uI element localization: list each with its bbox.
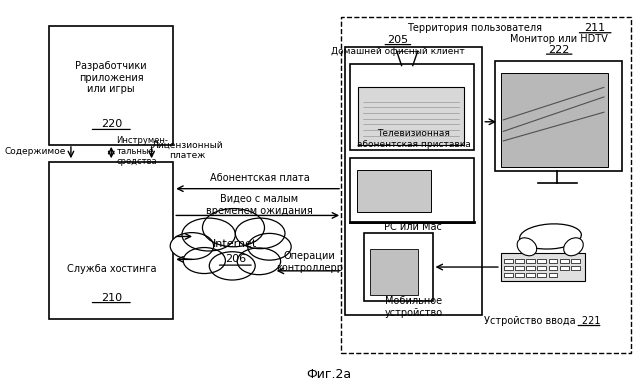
- Text: Операции
контроллерр: Операции контроллерр: [276, 251, 343, 273]
- Bar: [526, 273, 535, 276]
- Text: РС или Mac: РС или Mac: [385, 222, 442, 232]
- Text: Фиг.2а: Фиг.2а: [306, 368, 351, 380]
- Text: Территория пользователя: Территория пользователя: [406, 23, 541, 33]
- Text: Монитор или HDTV: Монитор или HDTV: [510, 34, 608, 44]
- Bar: [357, 169, 431, 212]
- Bar: [526, 266, 535, 270]
- Bar: [538, 259, 546, 263]
- Bar: [504, 266, 513, 270]
- Bar: [504, 259, 513, 263]
- Text: 210: 210: [100, 293, 122, 303]
- Text: Видео с малым
временем ожидания: Видео с малым временем ожидания: [205, 194, 312, 216]
- Text: Телевизионная
абонентская приставка: Телевизионная абонентская приставка: [356, 129, 470, 149]
- Bar: [350, 64, 474, 151]
- Text: Содержимое: Содержимое: [5, 147, 67, 156]
- Bar: [538, 266, 546, 270]
- Text: Абонентская плата: Абонентская плата: [211, 173, 310, 183]
- Circle shape: [170, 233, 214, 259]
- Bar: [571, 259, 580, 263]
- Bar: [560, 266, 568, 270]
- Circle shape: [237, 248, 280, 275]
- Bar: [501, 253, 584, 281]
- Text: Разработчики
приложения
или игры: Разработчики приложения или игры: [76, 61, 147, 94]
- Circle shape: [248, 233, 291, 260]
- Ellipse shape: [517, 238, 537, 256]
- Bar: [560, 259, 568, 263]
- Text: Инструмен-
тальные
средства: Инструмен- тальные средства: [116, 136, 168, 166]
- Circle shape: [202, 209, 264, 247]
- Text: 220: 220: [100, 119, 122, 129]
- Text: 205: 205: [387, 35, 408, 45]
- Circle shape: [209, 252, 255, 280]
- Text: Лицензионный
платеж: Лицензионный платеж: [151, 141, 223, 160]
- Ellipse shape: [564, 238, 583, 256]
- Bar: [515, 266, 524, 270]
- Text: Устройство ввода  221: Устройство ввода 221: [484, 316, 601, 326]
- Circle shape: [236, 218, 285, 249]
- Bar: [504, 273, 513, 276]
- Bar: [515, 273, 524, 276]
- Bar: [548, 273, 557, 276]
- Bar: [49, 162, 173, 319]
- Text: 206: 206: [225, 254, 246, 264]
- Text: Служба хостинга: Служба хостинга: [67, 264, 156, 274]
- Text: 222: 222: [548, 45, 570, 55]
- Text: Internet: Internet: [213, 239, 257, 249]
- Circle shape: [182, 218, 236, 251]
- Bar: [344, 47, 483, 315]
- Bar: [526, 259, 535, 263]
- Bar: [364, 233, 433, 301]
- Bar: [358, 87, 463, 145]
- Bar: [49, 26, 173, 145]
- Bar: [350, 158, 474, 223]
- Text: Мобильное
устройство: Мобильное устройство: [385, 296, 442, 318]
- Bar: [501, 73, 607, 166]
- Text: Домашней офисный клиент: Домашней офисный клиент: [331, 47, 465, 55]
- Bar: [495, 60, 622, 171]
- Text: 211: 211: [584, 23, 605, 33]
- Bar: [571, 266, 580, 270]
- Bar: [341, 17, 631, 353]
- Bar: [515, 259, 524, 263]
- Circle shape: [183, 248, 225, 273]
- Bar: [538, 273, 546, 276]
- Ellipse shape: [520, 224, 581, 249]
- Bar: [548, 259, 557, 263]
- Bar: [548, 266, 557, 270]
- Bar: [370, 249, 418, 295]
